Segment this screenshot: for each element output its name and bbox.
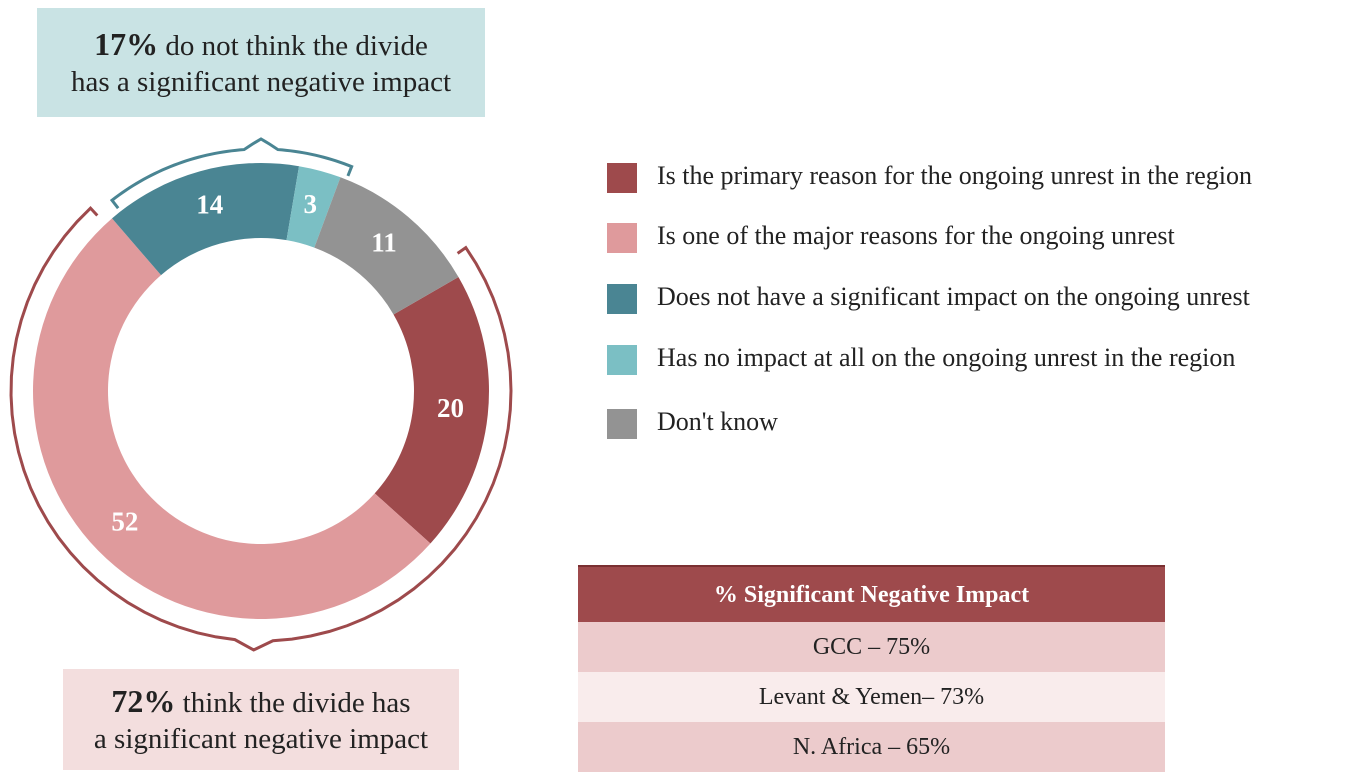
bracket (9, 205, 513, 652)
donut-segment (374, 277, 489, 544)
donut-segment (112, 163, 300, 276)
value-label: 11 (371, 228, 397, 258)
annotation-highlight: 17% (94, 25, 159, 62)
legend-label: Don't know (657, 407, 778, 436)
donut-segment (314, 177, 459, 315)
value-label: 20 (437, 393, 464, 423)
table-body: GCC – 75% Levant & Yemen– 73% N. Africa – … (578, 622, 1165, 772)
table-row: GCC – 75% (578, 622, 1165, 672)
bracket (109, 137, 354, 210)
value-label: 52 (111, 506, 138, 536)
table: % Significant Negative Impact GCC – 75% L… (578, 565, 1165, 772)
annotation-top: 17% do not think the divide has a signif… (37, 8, 485, 117)
donut-segment (286, 166, 341, 248)
legend-swatch (607, 409, 637, 439)
annotation-text: has a significant negative impact (70, 65, 452, 98)
table-row: N. Africa – 65% (578, 722, 1165, 772)
annotation-text: think the divide has (182, 686, 411, 719)
annotation-bottom: 72% think the divide has a significant n… (63, 669, 459, 770)
annotation-line: 72% think the divide has (63, 683, 459, 721)
legend-swatch (607, 223, 637, 253)
annotation-highlight: 72% (111, 682, 176, 719)
annotation-text: a significant negative impact (93, 722, 429, 755)
table-row: Levant & Yemen– 73% (578, 672, 1165, 722)
value-label: 14 (196, 190, 223, 220)
legend-swatch (607, 345, 637, 375)
value-label: 3 (304, 189, 318, 219)
legend-label: Is one of the major reasons for the ongo… (657, 221, 1175, 250)
legend-label: Does not have a significant impact on th… (657, 282, 1251, 311)
legend-label: Is the primary reason for the ongoing un… (657, 161, 1252, 190)
legend-swatch (607, 163, 637, 193)
donut-segment (32, 218, 431, 620)
annotation-text: do not think the divide (165, 29, 428, 62)
legend-swatch (607, 284, 637, 314)
annotation-line: 17% do not think the divide (37, 26, 485, 64)
legend-label: Has no impact at all on the ongoing unre… (657, 343, 1235, 372)
table-header: % Significant Negative Impact (578, 565, 1165, 622)
